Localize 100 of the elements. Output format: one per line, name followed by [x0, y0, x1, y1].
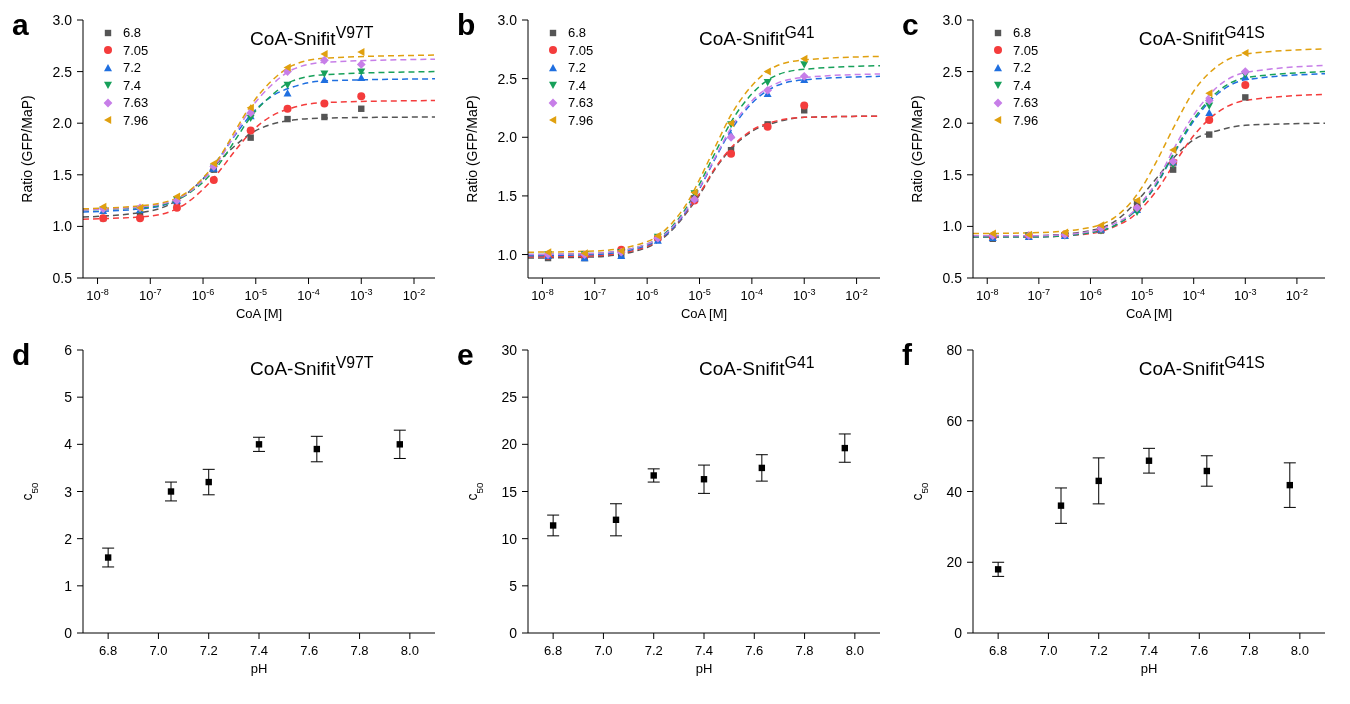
x-tick-label: 10$^{-8}$ — [975, 287, 999, 303]
y-tick-label: 2.5 — [942, 63, 963, 80]
x-tick-label: 10$^{-7}$ — [139, 287, 162, 303]
chart-title: CoA-Snifit$^{G41S}$ — [1137, 354, 1266, 381]
legend-label: 7.05 — [1013, 41, 1039, 59]
y-axis-title: Ratio (GFP/MaP) — [909, 95, 925, 203]
text: d — [12, 338, 31, 372]
x-tick-label: 8.0 — [1290, 643, 1309, 658]
text: f — [902, 338, 912, 372]
y-tick-label: 15 — [501, 483, 518, 500]
y-tick-label: 1.5 — [497, 187, 518, 204]
y-tick-label: 4 — [64, 436, 73, 453]
x-tick-label: 6.8 — [544, 643, 563, 658]
legend-label: 7.4 — [568, 76, 587, 94]
x-tick-label: 10$^{-2}$ — [845, 287, 868, 303]
y-tick-label: 0 — [509, 625, 518, 641]
x-tick-label: 7.0 — [594, 643, 613, 658]
y-tick-label: 20 — [946, 554, 963, 571]
legend-label: 7.05 — [568, 41, 594, 59]
y-tick-label: 0 — [64, 625, 73, 641]
x-tick-label: 10$^{-8}$ — [86, 287, 109, 303]
x-tick-label: 6.8 — [989, 643, 1008, 658]
x-tick-label: 10$^{-7}$ — [1027, 287, 1051, 303]
x-tick-label: 8.0 — [845, 643, 864, 658]
x-tick-label: 7.6 — [745, 643, 764, 658]
x-axis-title: pH — [695, 661, 713, 676]
legend-label: 7.63 — [568, 94, 594, 112]
y-tick-label: 40 — [946, 483, 963, 500]
legend-label: 7.4 — [1013, 76, 1032, 94]
y-tick-label: 60 — [946, 412, 963, 429]
y-tick-label: 5 — [509, 577, 518, 594]
y-tick-label: 80 — [946, 342, 963, 358]
text: c — [902, 8, 919, 42]
y-tick-label: 1.0 — [942, 218, 963, 235]
x-tick-label: 7.2 — [1089, 643, 1108, 658]
legend-label: 7.96 — [1013, 111, 1039, 129]
x-tick-label: 7.2 — [199, 643, 218, 658]
y-tick-label: 20 — [501, 436, 518, 453]
y-tick-label: 2 — [64, 530, 73, 547]
legend-label: 7.96 — [123, 111, 149, 129]
text: b — [457, 8, 476, 42]
x-tick-label: 10$^{-3}$ — [792, 287, 816, 303]
x-tick-label: 7.6 — [1190, 643, 1209, 658]
y-tick-label: 10 — [501, 530, 518, 547]
legend-label: 7.2 — [568, 59, 587, 77]
text: a — [12, 8, 29, 42]
x-tick-label: 10$^{-6}$ — [1079, 287, 1102, 303]
y-tick-label: 3.0 — [942, 12, 963, 28]
x-axis-title: pH — [250, 661, 268, 676]
x-tick-label: 7.8 — [795, 643, 814, 658]
y-tick-label: 0.5 — [52, 270, 73, 286]
legend-label: 7.63 — [1013, 94, 1039, 112]
legend-label: 7.2 — [1013, 59, 1032, 77]
x-tick-label: 10$^{-3}$ — [1234, 287, 1257, 303]
x-tick-label: 6.8 — [99, 643, 118, 658]
y-tick-label: 1.5 — [942, 166, 963, 183]
x-tick-label: 10$^{-2}$ — [402, 287, 426, 303]
chart-title: CoA-Snifit$^{V97T}$ — [249, 354, 375, 381]
x-tick-label: 10$^{-3}$ — [349, 287, 373, 303]
x-tick-label: 10$^{-4}$ — [297, 287, 320, 303]
y-tick-label: 0 — [954, 625, 963, 641]
x-tick-label: 10$^{-5}$ — [688, 287, 711, 303]
x-tick-label: 7.2 — [644, 643, 663, 658]
x-tick-label: 10$^{-4}$ — [1182, 287, 1205, 303]
chart-title: CoA-Snifit$^{G41S}$ — [1137, 24, 1266, 51]
x-tick-label: 10$^{-6}$ — [635, 287, 659, 303]
legend-label: 7.63 — [123, 94, 149, 112]
legend-label: 7.05 — [123, 41, 149, 59]
x-tick-label: 10$^{-8}$ — [531, 287, 554, 303]
y-tick-label: 5 — [64, 389, 73, 406]
x-tick-label: 7.4 — [694, 643, 714, 658]
x-tick-label: 10$^{-7}$ — [583, 287, 607, 303]
x-tick-label: 10$^{-2}$ — [1285, 287, 1309, 303]
x-tick-label: 7.6 — [300, 643, 319, 658]
x-tick-label: 7.4 — [1139, 643, 1159, 658]
y-tick-label: 2.5 — [497, 70, 518, 87]
legend-label: 6.8 — [568, 24, 587, 42]
legend-label: 7.96 — [568, 111, 594, 129]
chart-title: CoA-Snifit$^{G41}$ — [698, 24, 816, 51]
x-axis-title: CoA [M] — [1125, 306, 1173, 321]
y-tick-label: 2.0 — [52, 115, 73, 132]
x-axis-title: CoA [M] — [235, 306, 283, 321]
y-tick-label: 1.0 — [497, 246, 518, 263]
x-tick-label: 10$^{-5}$ — [1130, 287, 1154, 303]
legend-label: 6.8 — [1013, 24, 1032, 42]
y-tick-label: 1 — [64, 577, 73, 594]
y-tick-label: 25 — [501, 389, 518, 406]
x-tick-label: 8.0 — [400, 643, 419, 658]
text: e — [457, 338, 474, 372]
y-tick-label: 2.5 — [52, 63, 73, 80]
y-tick-label: 3.0 — [52, 12, 73, 28]
x-tick-label: 10$^{-6}$ — [191, 287, 215, 303]
y-tick-label: 2.0 — [497, 129, 518, 146]
y-tick-label: 3.0 — [497, 12, 518, 28]
y-tick-label: 30 — [501, 342, 518, 358]
x-tick-label: 7.8 — [350, 643, 369, 658]
x-tick-label: 10$^{-4}$ — [740, 287, 764, 303]
y-axis-title: Ratio (GFP/MaP) — [19, 95, 35, 203]
y-tick-label: 6 — [64, 342, 73, 358]
y-tick-label: 3 — [64, 483, 73, 500]
